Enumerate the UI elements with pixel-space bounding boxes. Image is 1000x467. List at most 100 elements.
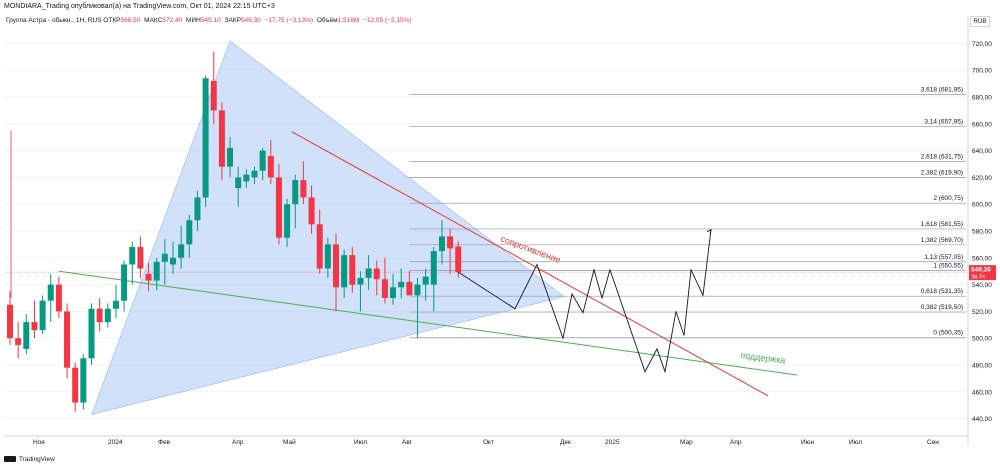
low-value: 545,10 (200, 17, 221, 24)
fib-level-label: 1,618 (581,55) (921, 221, 963, 228)
open-label: ОТКР (103, 17, 121, 24)
candle-body (170, 257, 176, 265)
candle-body (145, 273, 152, 281)
triangle-pattern (91, 40, 565, 416)
candle (292, 174, 299, 229)
candle-body (7, 304, 13, 339)
fib-level-label: 2,382 (619,90) (921, 170, 963, 177)
price-tick: 480,00 (972, 363, 992, 370)
candle (430, 247, 437, 312)
candle (55, 276, 62, 319)
fib-level-label: 2 (600,75) (933, 195, 963, 202)
low-label: МИН (186, 17, 201, 24)
candle (357, 271, 364, 312)
candle-body (406, 281, 413, 296)
symbol-name[interactable]: Группа Астра - обыкн., 1Н, RUS (6, 17, 102, 24)
candle-body (455, 246, 462, 273)
candle (316, 209, 323, 274)
candles (7, 51, 462, 412)
candle-body (218, 110, 225, 167)
support-line (58, 270, 798, 376)
candle (47, 273, 54, 323)
candle-body (129, 247, 136, 265)
candle-body (202, 78, 209, 198)
price-tick: 680,00 (972, 95, 992, 102)
candle-body (333, 244, 339, 288)
price-tick: 620,00 (972, 175, 992, 182)
candle-body (47, 284, 54, 301)
candle-body (153, 261, 160, 281)
price-tick: 500,00 (972, 336, 992, 343)
fib-level-label: 0,618 (531,35) (921, 288, 963, 295)
price-tick: 460,00 (972, 389, 992, 396)
candle-body (284, 204, 291, 238)
time-tick: Фев (158, 439, 171, 446)
candle-body (64, 311, 71, 368)
candle (414, 277, 421, 339)
price-tick: 720,00 (972, 41, 992, 48)
candle-body (390, 287, 397, 298)
time-tick: Апр (232, 439, 244, 446)
price-axis[interactable]: 440,00 460,00 480,00 500,00 520,00 540,00 560,… (969, 41, 996, 423)
volume-value: 1,516М (337, 17, 360, 24)
footer-brand[interactable]: TradingView (4, 455, 55, 465)
candle (210, 51, 217, 124)
resistance-line (291, 131, 769, 397)
time-axis[interactable]: Ноя 2024 Фев Апр Май Июл Авг Окт Дек 2025 Мар Апр Ию… (33, 438, 939, 446)
open-value: 568,50 (120, 17, 141, 24)
candle (308, 185, 315, 234)
candle-body (308, 197, 315, 225)
candle (7, 291, 13, 345)
candle-body (414, 284, 421, 296)
candle-body (15, 338, 22, 345)
candle-body (137, 247, 144, 269)
candle-body (430, 251, 437, 285)
candle (381, 257, 388, 304)
candle (455, 241, 462, 278)
symbol-info-line: Группа Астра - обыкн., 1Н, RUS ОТКР568,5… (6, 15, 414, 27)
candle-body (267, 155, 274, 178)
price-tick: 580,00 (972, 229, 992, 236)
time-tick: Июл (354, 439, 367, 446)
tradingview-logo-icon (4, 456, 16, 463)
candle (145, 263, 152, 292)
candle (112, 284, 119, 319)
time-tick: Авг (402, 439, 413, 446)
currency-button[interactable]: RUB (970, 16, 990, 27)
candle-body (104, 308, 111, 323)
candle-body (121, 264, 128, 301)
candle-body (112, 300, 119, 309)
fib-level-label: 1,13 (557,05) (924, 254, 963, 261)
candle-body (186, 220, 193, 245)
change-value: −17,75 (−3,13%) (264, 17, 314, 24)
time-tick: 2024 (108, 439, 123, 446)
candle (80, 354, 87, 410)
candle-body (381, 279, 388, 298)
candle-body (96, 308, 103, 323)
candle (137, 236, 144, 278)
candle (178, 225, 185, 269)
current-price-countdown: 3д 2ч (971, 274, 985, 280)
candle (365, 255, 372, 290)
support-label: поддержка (740, 350, 786, 365)
candle-body (341, 255, 348, 288)
candle-body (398, 281, 405, 288)
candle-body (243, 174, 250, 182)
time-tick: Ноя (33, 439, 45, 446)
candle-body (39, 300, 46, 331)
fib-level-label: 3,14 (657,95) (924, 119, 963, 126)
candle-body (349, 255, 356, 285)
candle-body (161, 253, 168, 262)
candle (39, 295, 46, 335)
time-tick: Май (283, 438, 296, 446)
fib-level-label: 1 (550,55) (933, 262, 963, 269)
candle-body (447, 236, 454, 249)
candle-body (55, 284, 62, 312)
candle-body (178, 244, 185, 258)
candle-body (300, 180, 307, 198)
price-projection (458, 228, 712, 374)
price-tick: 640,00 (972, 148, 992, 155)
triangle-shape (91, 40, 565, 416)
price-tick: 600,00 (972, 202, 992, 209)
